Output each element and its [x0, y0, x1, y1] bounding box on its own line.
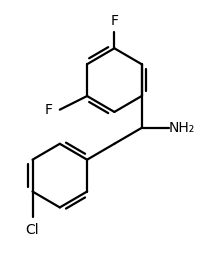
Text: NH₂: NH₂: [169, 121, 195, 135]
Text: Cl: Cl: [26, 223, 39, 237]
Text: F: F: [110, 14, 118, 28]
Text: F: F: [45, 103, 53, 117]
